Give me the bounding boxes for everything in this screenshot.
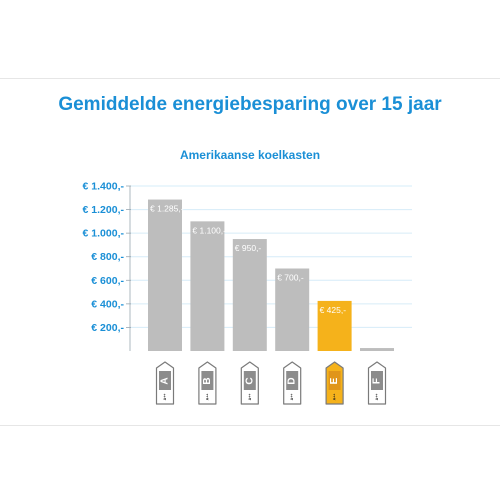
energy-label-B: B A++ xyxy=(198,361,217,405)
energy-label-box xyxy=(286,371,299,390)
y-tick-label: € 1.200,- xyxy=(83,204,125,216)
data-label-A: € 1.285,- xyxy=(150,204,184,214)
category-label: A xyxy=(160,377,171,384)
bar-A xyxy=(148,199,182,351)
y-tick-label: € 800,- xyxy=(91,251,124,263)
category-label: E xyxy=(329,377,340,384)
energy-scale-text: A++ xyxy=(290,394,294,401)
energy-scale-text: A++ xyxy=(375,394,379,401)
category-label: D xyxy=(287,377,298,384)
energy-scale-text: A++ xyxy=(333,394,337,401)
data-label-C: € 950,- xyxy=(235,243,262,253)
bars: € 1.285,- € 1.100,- € 950,- € 700,- € 425,- xyxy=(148,199,394,351)
y-axis: € 200,- € 400,- € 600,- € 800,- € 1.000,- € 1… xyxy=(83,181,131,351)
bar-B xyxy=(190,221,225,351)
y-tick-label: € 600,- xyxy=(91,275,124,287)
data-label-B: € 1.100,- xyxy=(192,225,226,235)
category-label: B xyxy=(202,377,213,384)
chart-subtitle: Amerikaanse koelkasten xyxy=(179,148,321,162)
bar-E xyxy=(317,300,352,351)
bar-D xyxy=(275,268,310,351)
chart-title: Gemiddelde energiebesparing over 15 jaar xyxy=(58,94,442,115)
energy-label-box xyxy=(328,371,341,390)
energy-scale-text: A++ xyxy=(205,394,209,401)
energy-label-box xyxy=(243,371,256,390)
y-tick-label: € 1.000,- xyxy=(83,228,125,240)
category-label: C xyxy=(244,377,255,384)
y-tick-label: € 1.400,- xyxy=(83,181,125,193)
energy-label-box xyxy=(201,371,214,390)
energy-labels: A A++ B A++ C A++ D A++ E A++ F A++ xyxy=(155,361,387,405)
energy-label-C: C A++ xyxy=(240,361,259,405)
energy-label-box xyxy=(159,371,171,390)
energy-scale-text: A++ xyxy=(248,394,252,401)
energy-label-F: F A++ xyxy=(367,361,387,405)
bar-C xyxy=(232,239,267,351)
y-tick-label: € 200,- xyxy=(91,322,124,334)
data-label-D: € 700,- xyxy=(277,273,304,283)
category-label: F xyxy=(372,378,383,384)
energy-label-D: D A++ xyxy=(283,361,302,405)
data-label-E: € 425,- xyxy=(320,305,347,315)
energy-label-A: A A++ xyxy=(155,361,175,405)
energy-scale-text: A++ xyxy=(163,394,167,401)
energy-label-E: E A++ xyxy=(325,361,344,405)
y-tick-label: € 400,- xyxy=(91,298,124,310)
energy-label-box xyxy=(371,371,383,390)
bar-F xyxy=(360,348,394,351)
